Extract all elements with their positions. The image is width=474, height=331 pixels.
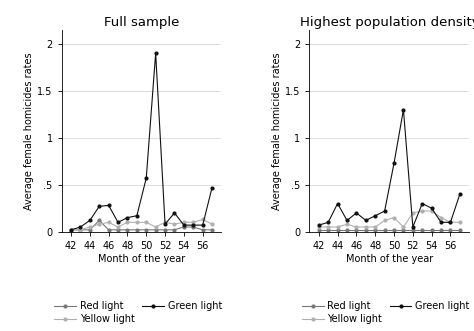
- Legend: Red light, Yellow light, Green light: Red light, Yellow light, Green light: [51, 297, 226, 328]
- Title: Full sample: Full sample: [104, 16, 179, 28]
- X-axis label: Month of the year: Month of the year: [98, 254, 185, 263]
- X-axis label: Month of the year: Month of the year: [346, 254, 433, 263]
- Y-axis label: Average female homicides rates: Average female homicides rates: [25, 52, 35, 210]
- Y-axis label: Average female homicides rates: Average female homicides rates: [272, 52, 282, 210]
- Title: Highest population density: Highest population density: [300, 16, 474, 28]
- Legend: Red light, Yellow light, Green light: Red light, Yellow light, Green light: [298, 297, 474, 328]
